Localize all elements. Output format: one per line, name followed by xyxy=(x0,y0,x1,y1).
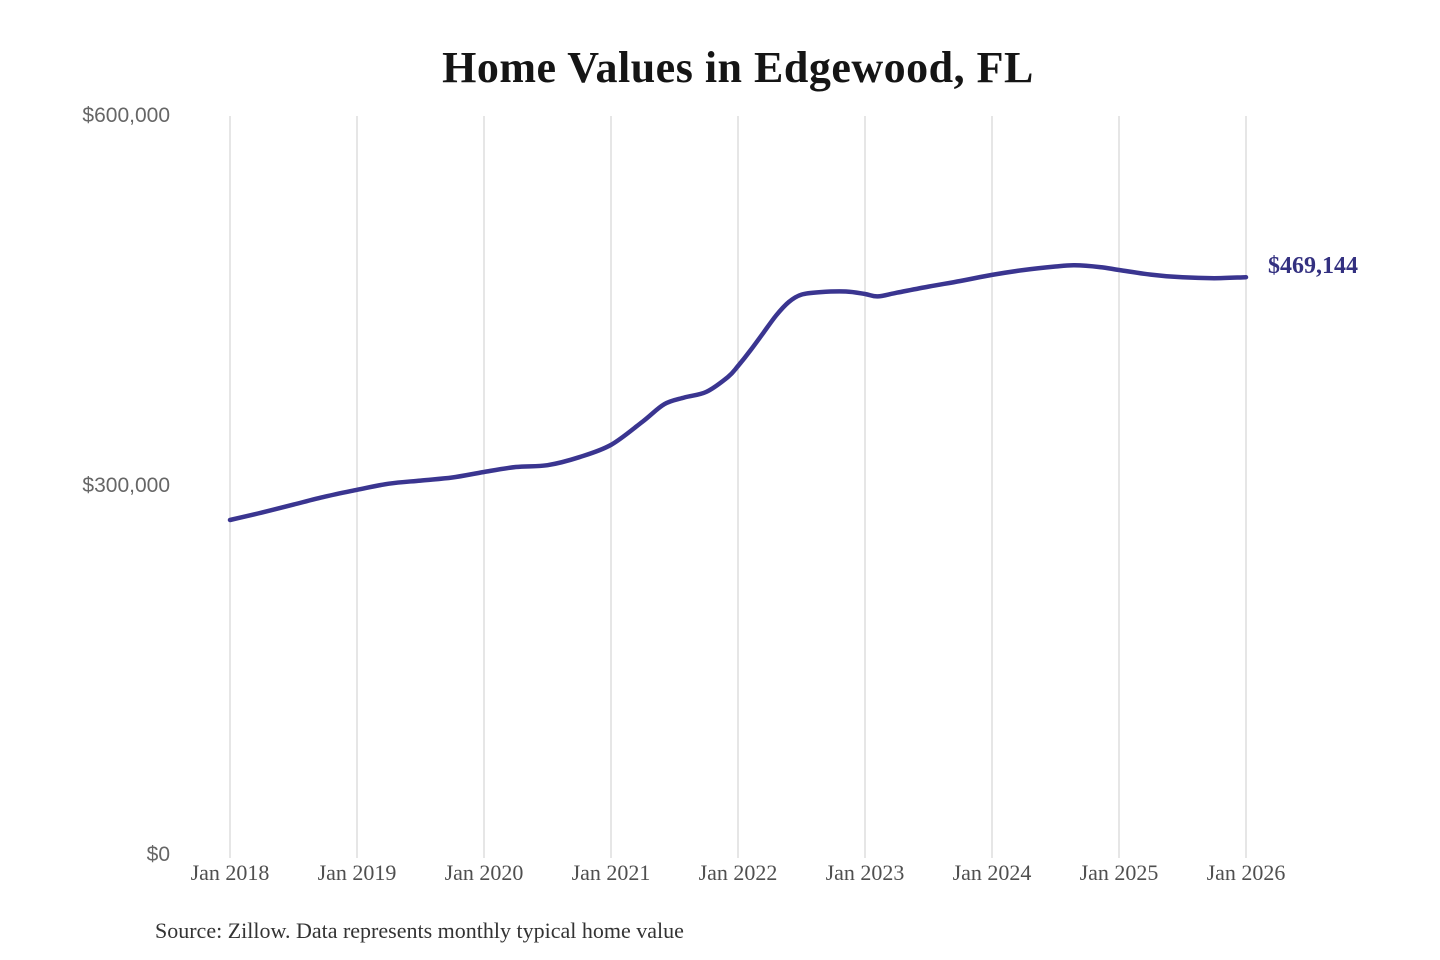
x-tick-label: Jan 2021 xyxy=(571,860,651,885)
y-tick-label: $0 xyxy=(146,843,170,866)
x-tick-label: Jan 2020 xyxy=(444,860,524,885)
x-tick-label: Jan 2019 xyxy=(317,860,397,885)
x-tick-label: Jan 2023 xyxy=(825,860,905,885)
y-tick-label: $600,000 xyxy=(82,104,170,127)
latest-value-label: $469,144 xyxy=(1268,253,1358,280)
home-value-line xyxy=(227,263,1249,523)
y-tick-label: $300,000 xyxy=(82,473,170,497)
source-note: Source: Zillow. Data represents monthly … xyxy=(155,918,684,943)
x-tick-label: Jan 2022 xyxy=(698,860,778,885)
x-tick-label: Jan 2018 xyxy=(190,860,270,885)
x-tick-label: Jan 2026 xyxy=(1206,860,1286,885)
chart-title: Home Values in Edgewood, FL xyxy=(442,43,1034,92)
x-tick-label: Jan 2025 xyxy=(1079,860,1159,885)
x-tick-label: Jan 2024 xyxy=(952,860,1032,885)
